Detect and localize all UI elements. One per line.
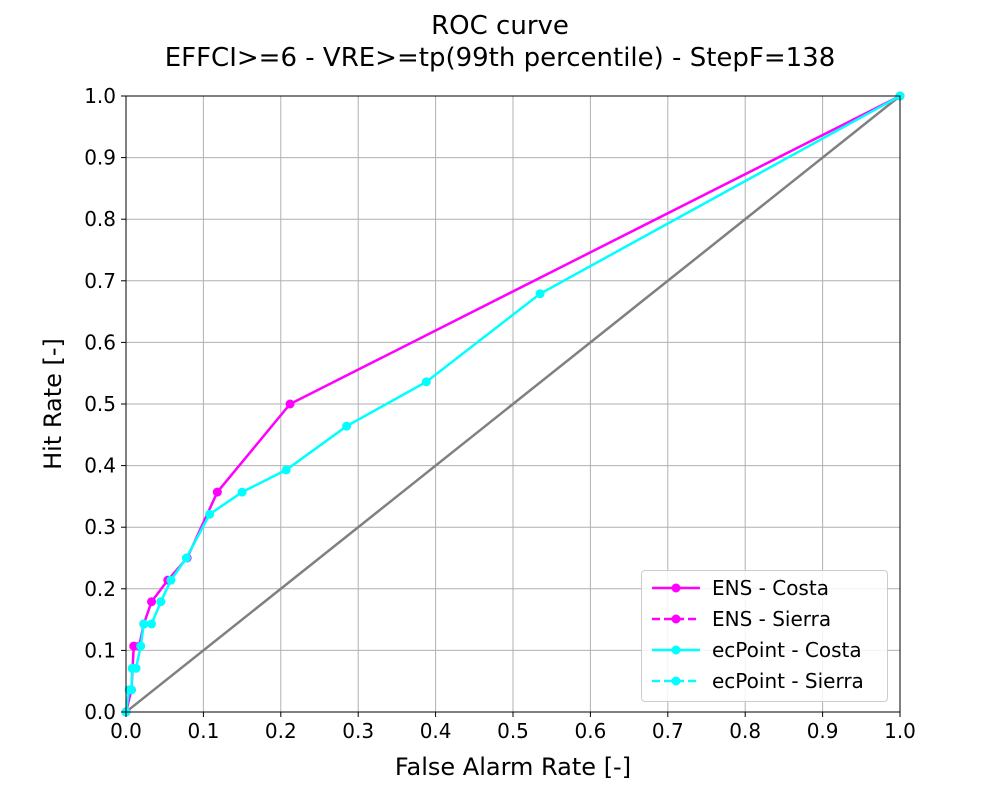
legend: ENS - Costa ENS - Sierra ecPoint - Costa… (641, 570, 888, 702)
y-tick-label: 0.4 (84, 454, 116, 478)
y-tick-label: 0.3 (84, 515, 116, 539)
legend-label-ens-sierra: ENS - Sierra (712, 607, 832, 631)
x-tick-label: 0.4 (420, 719, 452, 743)
legend-swatch-ens-sierra (652, 614, 700, 624)
y-tick-label: 0.0 (84, 700, 116, 724)
y-tick-label: 0.9 (84, 146, 116, 170)
legend-label-ecpoint-sierra: ecPoint - Sierra (712, 669, 864, 693)
x-axis-label: False Alarm Rate [-] (394, 753, 632, 781)
legend-item-ens-costa: ENS - Costa (642, 573, 889, 604)
x-tick-label: 0.7 (652, 719, 684, 743)
data-point (147, 619, 157, 629)
data-point (535, 289, 545, 299)
data-point (129, 641, 139, 651)
x-tick-label: 0.3 (342, 719, 374, 743)
data-point (281, 465, 291, 475)
y-tick-label: 0.5 (84, 392, 116, 416)
data-point (421, 377, 431, 387)
x-tick-label: 0.5 (497, 719, 529, 743)
data-point (166, 575, 176, 585)
legend-swatch-marker (671, 645, 681, 655)
x-tick-label: 0.9 (807, 719, 839, 743)
chart-title: ROC curve (431, 11, 569, 41)
no-skill-diagonal (125, 95, 901, 713)
data-point (127, 663, 137, 673)
legend-item-ecpoint-costa: ecPoint - Costa (642, 635, 889, 666)
legend-item-ens-sierra: ENS - Sierra (642, 604, 889, 635)
x-tick-label: 0.8 (729, 719, 761, 743)
legend-label-ens-costa: ENS - Costa (712, 576, 829, 600)
data-point (205, 509, 215, 519)
data-point (147, 597, 157, 607)
data-point (342, 421, 352, 431)
x-tick-label: 0.2 (265, 719, 297, 743)
data-point (285, 399, 295, 409)
x-tick-label: 0.1 (187, 719, 219, 743)
y-axis-label: Hit Rate [-] (39, 338, 67, 470)
legend-item-ecpoint-sierra: ecPoint - Sierra (642, 666, 889, 697)
ticks: 0.0 0.1 0.2 0.3 0.4 0.5 0.6 0.7 0.8 0.9 1.0 0.0 0.1 0… (84, 84, 916, 743)
y-tick-label: 1.0 (84, 84, 116, 108)
data-point (156, 597, 166, 607)
series-ecpoint-costa (121, 91, 905, 717)
data-point (136, 641, 146, 651)
legend-swatch-marker (671, 676, 681, 686)
legend-swatch-marker (671, 614, 681, 624)
x-tick-label: 0.6 (574, 719, 606, 743)
legend-swatch-ecpoint-sierra (652, 676, 700, 686)
y-tick-label: 0.8 (84, 207, 116, 231)
y-tick-label: 0.2 (84, 577, 116, 601)
data-point (212, 487, 222, 497)
data-point (181, 553, 191, 563)
chart-subtitle: EFFCI>=6 - VRE>=tp(99th percentile) - St… (164, 43, 836, 73)
data-point (139, 619, 149, 629)
y-tick-label: 0.1 (84, 638, 116, 662)
data-point (237, 487, 247, 497)
legend-swatch-ecpoint-costa (652, 645, 700, 655)
legend-label-ecpoint-costa: ecPoint - Costa (712, 638, 862, 662)
data-point (124, 685, 134, 695)
x-tick-label: 1.0 (884, 719, 916, 743)
legend-swatch-ens-costa (652, 583, 700, 593)
x-tick-label: 0.0 (110, 719, 142, 743)
legend-swatch-marker (671, 583, 681, 593)
y-tick-label: 0.7 (84, 269, 116, 293)
y-tick-label: 0.6 (84, 330, 116, 354)
